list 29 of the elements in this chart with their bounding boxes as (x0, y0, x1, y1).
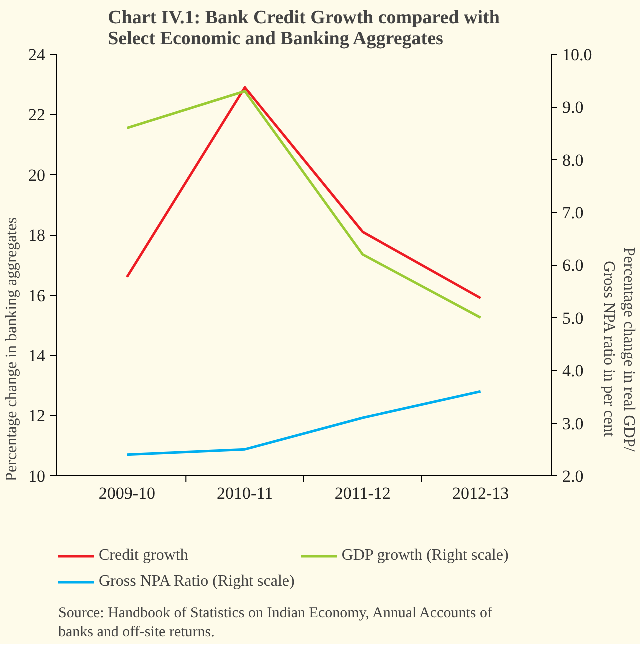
y2-axis-title: Percentage change in real GDP/ Gross NPA ratio in per cent (600, 247, 638, 452)
legend-label: GDP growth (Right scale) (342, 547, 509, 565)
y-tick-label: 22 (28, 106, 46, 125)
y-tick-label: 24 (28, 46, 46, 64)
y-tick-label: 18 (28, 226, 46, 246)
y-tick-label: 14 (28, 346, 46, 366)
y-tick-label: 12 (28, 406, 46, 426)
y2-tick-label: 7.0 (562, 204, 584, 223)
chart-title: Chart IV.1: Bank Credit Growth compared with Select Economic and Banking Aggregates (108, 8, 500, 50)
x-tick-label: 2010-11 (217, 484, 274, 503)
line-series (126, 390, 482, 456)
y2-tick-label: 3.0 (562, 414, 584, 434)
x-tick-label: 2012-13 (452, 484, 510, 503)
y-axis-title: Percentage change in banking aggregates (4, 218, 20, 482)
y2-tick-label: 2.0 (562, 466, 584, 486)
y-tick-label: 10 (28, 466, 46, 486)
y-tick-label: 16 (28, 286, 46, 306)
x-tick-label: 2009-10 (98, 484, 156, 503)
legend-label: Gross NPA Ratio (Right scale) (99, 573, 295, 591)
y2-tick-label: 9.0 (562, 98, 584, 118)
y2-tick-label: 10.0 (562, 46, 592, 64)
y-tick-label: 20 (28, 166, 46, 185)
y2-tick-label: 6.0 (562, 256, 584, 276)
x-tick-label: 2011-12 (334, 484, 391, 503)
y2-tick-label: 8.0 (562, 150, 584, 170)
legend-label: Credit growth (99, 547, 188, 565)
source-note: Source: Handbook of Statistics on Indian Economy, Annual Accounts of banks and off-site returns. (58, 605, 492, 640)
y2-tick-label: 5.0 (562, 308, 584, 328)
y2-tick-label: 4.0 (562, 362, 584, 381)
